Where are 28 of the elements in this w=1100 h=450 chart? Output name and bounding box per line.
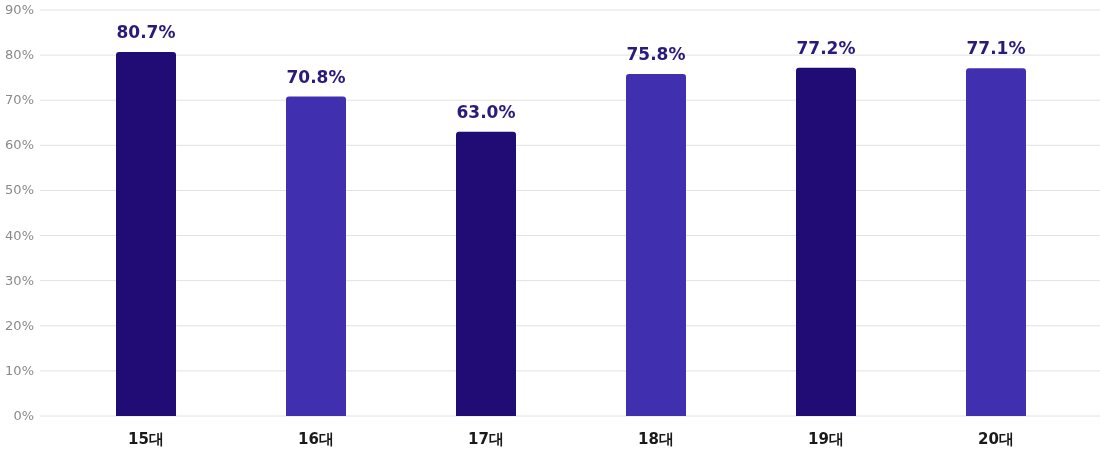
data-label: 77.1% — [966, 38, 1026, 59]
y-tick-label: 30% — [5, 272, 34, 288]
bar — [286, 96, 346, 416]
y-tick-label: 50% — [5, 182, 34, 198]
x-tick-label: 17대 — [468, 430, 504, 448]
y-tick-label: 20% — [5, 317, 34, 333]
x-tick-label: 15대 — [128, 430, 164, 448]
bar — [796, 67, 856, 416]
y-tick-label: 40% — [5, 227, 34, 243]
data-label: 77.2% — [796, 37, 856, 58]
bar — [116, 51, 176, 416]
y-tick-label: 0% — [13, 408, 34, 423]
y-tick-label: 80% — [5, 47, 34, 63]
bar — [456, 131, 516, 416]
x-tick-label: 16대 — [298, 430, 334, 448]
bar — [626, 74, 686, 416]
x-tick-label: 20대 — [978, 430, 1014, 448]
data-label: 80.7% — [116, 21, 176, 42]
y-tick-label: 70% — [5, 92, 34, 108]
bar — [966, 68, 1026, 416]
data-label: 75.8% — [626, 44, 686, 65]
data-label: 70.8% — [286, 66, 346, 87]
y-tick-label: 10% — [5, 362, 34, 378]
y-tick-label: 60% — [5, 137, 34, 153]
y-tick-label: 90% — [5, 2, 34, 17]
data-label: 63.0% — [456, 101, 516, 122]
x-tick-label: 18대 — [638, 430, 674, 448]
x-tick-label: 19대 — [808, 430, 844, 448]
